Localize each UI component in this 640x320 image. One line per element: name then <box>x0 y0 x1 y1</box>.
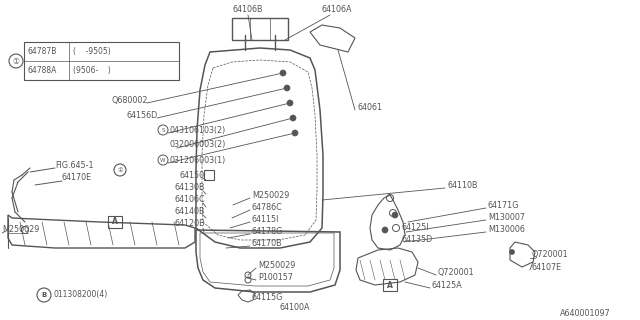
Text: 64140B: 64140B <box>175 207 205 217</box>
Circle shape <box>382 227 388 233</box>
Text: 64120B: 64120B <box>174 220 205 228</box>
Circle shape <box>292 130 298 136</box>
Text: A640001097: A640001097 <box>560 308 611 317</box>
Text: Q720001: Q720001 <box>532 251 568 260</box>
Circle shape <box>509 250 515 254</box>
Text: 64178G: 64178G <box>252 228 284 236</box>
Text: 64135D: 64135D <box>402 236 433 244</box>
Text: Q720001: Q720001 <box>438 268 475 276</box>
Text: A: A <box>112 218 118 227</box>
Text: 64787B: 64787B <box>27 47 56 56</box>
Text: M250029: M250029 <box>252 191 289 201</box>
Text: Q680002: Q680002 <box>111 95 148 105</box>
Text: M130007: M130007 <box>488 213 525 222</box>
Text: A: A <box>387 281 393 290</box>
Text: 043106103(2): 043106103(2) <box>170 125 227 134</box>
Text: ①: ① <box>13 57 19 66</box>
Circle shape <box>290 115 296 121</box>
Text: 64170B: 64170B <box>252 239 283 249</box>
Text: 64106C: 64106C <box>174 196 205 204</box>
Bar <box>24 42 179 80</box>
Text: 64170E: 64170E <box>62 173 92 182</box>
Text: 64125A: 64125A <box>432 281 463 290</box>
Text: 64107E: 64107E <box>532 262 562 271</box>
Circle shape <box>284 85 290 91</box>
Circle shape <box>280 70 286 76</box>
Text: 64130B: 64130B <box>175 183 205 193</box>
Text: 64786C: 64786C <box>252 204 283 212</box>
Text: 64115G: 64115G <box>252 293 284 302</box>
Text: 64100A: 64100A <box>280 303 310 313</box>
Text: (9506-    ): (9506- ) <box>73 66 111 75</box>
Text: M130006: M130006 <box>488 226 525 235</box>
Circle shape <box>287 100 293 106</box>
Text: 64788A: 64788A <box>27 66 56 75</box>
Text: (    -9505): ( -9505) <box>73 47 111 56</box>
Text: B: B <box>42 292 47 298</box>
Text: 031206003(1): 031206003(1) <box>170 156 227 164</box>
Text: 011308200(4): 011308200(4) <box>53 291 108 300</box>
Text: 64125I: 64125I <box>402 223 429 233</box>
Text: 64106A: 64106A <box>322 5 353 14</box>
Text: 64110B: 64110B <box>448 180 479 189</box>
Text: S: S <box>161 127 164 132</box>
Text: M250029: M250029 <box>258 261 296 270</box>
Circle shape <box>392 212 398 218</box>
Text: 64106B: 64106B <box>233 5 263 14</box>
Text: 64171G: 64171G <box>488 201 520 210</box>
Text: ①: ① <box>117 167 123 172</box>
Text: P100157: P100157 <box>258 274 293 283</box>
Text: 64061: 64061 <box>357 103 382 113</box>
Text: W: W <box>160 157 166 163</box>
Text: 64150: 64150 <box>180 171 205 180</box>
Bar <box>108 216 122 228</box>
Text: 64156D: 64156D <box>127 110 158 119</box>
Bar <box>383 279 397 291</box>
Text: 032006003(2): 032006003(2) <box>170 140 227 149</box>
Text: 64115I: 64115I <box>252 215 280 225</box>
Text: FIG.645-1: FIG.645-1 <box>55 161 93 170</box>
Text: M250029: M250029 <box>2 226 40 235</box>
